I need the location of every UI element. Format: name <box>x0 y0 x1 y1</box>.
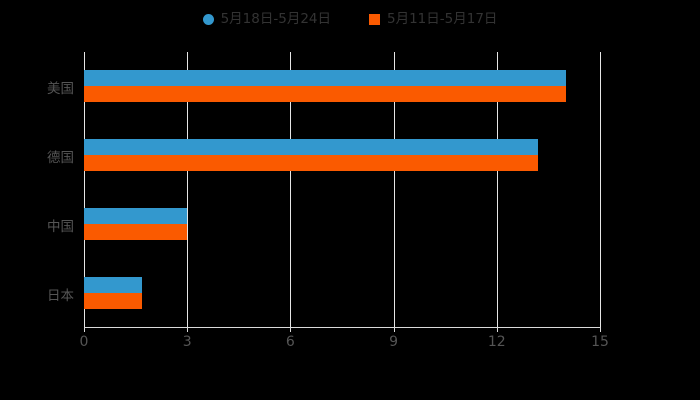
x-tick-mark <box>496 327 498 332</box>
x-tick-mark <box>84 327 85 332</box>
square-marker-icon <box>369 13 380 25</box>
x-tick-mark <box>290 327 292 332</box>
legend-item[interactable]: 5月18日-5月24日 <box>202 8 331 30</box>
x-axis-tick-label: 9 <box>389 334 399 350</box>
legend-item-label: 5月11日-5月17日 <box>387 11 498 27</box>
plot-area <box>84 52 601 327</box>
x-axis-tick-label: 0 <box>79 334 89 350</box>
gridline <box>290 52 292 327</box>
bar-series-1[interactable] <box>84 86 566 103</box>
y-axis-category-label: 美国 <box>47 81 74 98</box>
y-axis-category-label: 中国 <box>47 218 74 235</box>
gridline <box>496 52 498 327</box>
bar-group <box>84 139 600 172</box>
x-axis-tick-label: 15 <box>591 334 609 350</box>
bar-group <box>84 276 600 309</box>
bar-series-1[interactable] <box>84 155 539 172</box>
y-axis-line <box>84 52 85 327</box>
bar-series-0[interactable] <box>84 276 143 293</box>
x-tick-mark <box>393 327 395 332</box>
bar-group <box>84 207 600 240</box>
bar-series-1[interactable] <box>84 223 188 240</box>
bar-group <box>84 70 600 103</box>
chart-legend: 5月18日-5月24日 5月11日-5月17日 <box>0 8 700 30</box>
gridline <box>600 52 601 327</box>
x-axis-line <box>84 327 601 328</box>
gridline <box>393 52 395 327</box>
bar-series-0[interactable] <box>84 70 566 87</box>
legend-item-label: 5月18日-5月24日 <box>220 11 331 27</box>
x-tick-mark <box>187 327 189 332</box>
y-axis-category-label: 德国 <box>47 150 74 167</box>
x-axis-tick-label: 3 <box>182 334 192 350</box>
bar-series-0[interactable] <box>84 139 539 156</box>
circle-marker-icon <box>202 13 214 25</box>
x-tick-mark <box>600 327 601 332</box>
bar-series-0[interactable] <box>84 207 188 224</box>
legend-item[interactable]: 5月11日-5月17日 <box>369 8 497 30</box>
x-axis-tick-label: 12 <box>487 334 506 350</box>
bar-series-1[interactable] <box>84 292 143 309</box>
y-axis-category-label: 日本 <box>47 287 74 304</box>
x-axis-tick-label: 6 <box>285 334 295 350</box>
gridline <box>187 52 189 327</box>
